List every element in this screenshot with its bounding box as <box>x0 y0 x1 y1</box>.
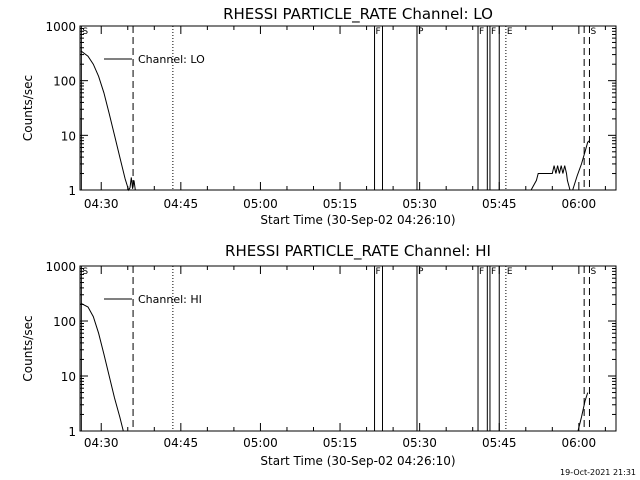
y-tick-label: 10 <box>61 370 76 384</box>
x-tick-label: 05:45 <box>482 197 517 211</box>
y-tick-label: 100 <box>53 75 76 89</box>
x-tick-label: 06:00 <box>562 436 597 450</box>
marker-label: F <box>479 267 484 277</box>
marker-label: E <box>507 27 513 37</box>
chart-title: RHESSI PARTICLE_RATE Channel: LO <box>223 5 493 24</box>
x-tick-label: 04:30 <box>84 436 119 450</box>
series-line <box>80 302 124 432</box>
marker-label: F <box>491 27 496 37</box>
x-tick-label: 05:30 <box>402 197 437 211</box>
footer-timestamp: 19-Oct-2021 21:31 <box>560 468 636 477</box>
series-line <box>530 165 571 191</box>
y-tick-label: 1 <box>68 184 76 198</box>
x-tick-label: 04:45 <box>164 197 199 211</box>
x-tick-label: 04:45 <box>164 436 199 450</box>
marker-label: S <box>590 27 596 37</box>
marker-label: P <box>418 27 424 37</box>
marker-label: P <box>418 267 424 277</box>
y-axis-label: Counts/sec <box>21 315 35 381</box>
y-tick-label: 100 <box>53 315 76 329</box>
y-tick-label: 1 <box>68 425 76 439</box>
x-axis-label: Start Time (30-Sep-02 04:26:10) <box>260 213 455 227</box>
panel-channel-lo: RHESSI PARTICLE_RATE Channel: LO Counts/s… <box>21 5 617 227</box>
legend-label: Channel: LO <box>138 53 205 66</box>
marker-label: E <box>507 267 513 277</box>
x-tick-label: 05:15 <box>323 197 358 211</box>
series-line <box>80 50 136 192</box>
chart-title: RHESSI PARTICLE_RATE Channel: HI <box>225 242 491 261</box>
marker-label: F <box>491 267 496 277</box>
series-line <box>577 392 589 432</box>
marker-label: F <box>376 27 381 37</box>
x-tick-label: 05:30 <box>402 436 437 450</box>
marker-label: F <box>479 27 484 37</box>
x-tick-label: 05:15 <box>323 436 358 450</box>
legend-label: Channel: HI <box>138 293 202 306</box>
y-axis-label: Counts/sec <box>21 75 35 141</box>
marker-label: S <box>82 27 88 37</box>
plot-frame <box>79 265 617 432</box>
panel-channel-hi: RHESSI PARTICLE_RATE Channel: HI Counts/s… <box>21 242 617 468</box>
x-tick-label: 05:00 <box>243 436 278 450</box>
x-tick-label: 04:30 <box>84 197 119 211</box>
y-tick-label: 1000 <box>45 20 76 34</box>
x-tick-label: 05:45 <box>482 436 517 450</box>
x-axis-label: Start Time (30-Sep-02 04:26:10) <box>260 454 455 468</box>
series-line <box>572 140 590 191</box>
marker-label: F <box>376 267 381 277</box>
marker-label: S <box>590 267 596 277</box>
x-tick-label: 05:00 <box>243 197 278 211</box>
plot-frame <box>79 25 617 191</box>
marker-label: S <box>82 267 88 277</box>
y-tick-label: 10 <box>61 129 76 143</box>
y-tick-label: 1000 <box>45 260 76 274</box>
x-tick-label: 06:00 <box>562 197 597 211</box>
